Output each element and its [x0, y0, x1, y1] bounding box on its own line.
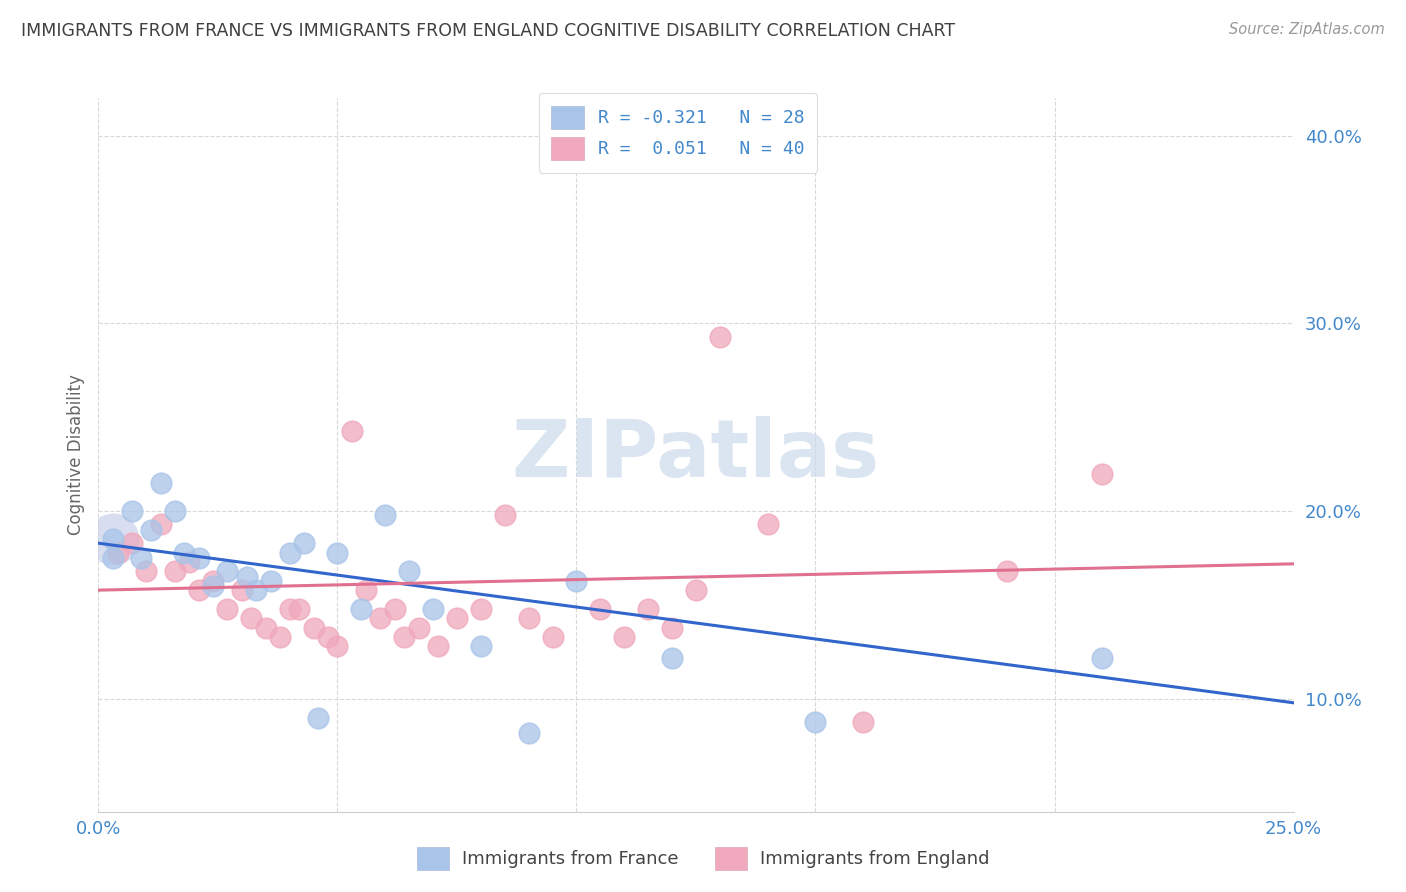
- Point: [756, 517, 779, 532]
- Point: [613, 630, 636, 644]
- Point: [278, 545, 301, 559]
- Point: [398, 565, 420, 579]
- Point: [408, 621, 430, 635]
- Point: [107, 545, 129, 559]
- Point: [394, 630, 416, 644]
- Point: [231, 583, 253, 598]
- Point: [1091, 650, 1114, 665]
- Point: [173, 545, 195, 559]
- Point: [541, 630, 564, 644]
- Legend: Immigrants from France, Immigrants from England: Immigrants from France, Immigrants from …: [408, 838, 998, 880]
- Point: [661, 621, 683, 635]
- Point: [685, 583, 707, 598]
- Point: [245, 583, 267, 598]
- Point: [254, 621, 277, 635]
- Point: [517, 726, 540, 740]
- Point: [350, 602, 373, 616]
- Point: [470, 602, 492, 616]
- Point: [101, 533, 124, 547]
- Legend: R = -0.321   N = 28, R =  0.051   N = 40: R = -0.321 N = 28, R = 0.051 N = 40: [538, 93, 817, 173]
- Point: [163, 504, 186, 518]
- Point: [517, 611, 540, 625]
- Point: [288, 602, 311, 616]
- Point: [269, 630, 291, 644]
- Point: [139, 523, 162, 537]
- Point: [326, 640, 349, 654]
- Point: [179, 555, 201, 569]
- Point: [163, 565, 186, 579]
- Y-axis label: Cognitive Disability: Cognitive Disability: [66, 375, 84, 535]
- Point: [217, 565, 239, 579]
- Point: [240, 611, 263, 625]
- Point: [340, 424, 363, 438]
- Point: [370, 611, 392, 625]
- Point: [131, 551, 153, 566]
- Point: [354, 583, 377, 598]
- Point: [235, 570, 257, 584]
- Point: [101, 533, 124, 547]
- Point: [259, 574, 281, 588]
- Point: [589, 602, 612, 616]
- Point: [101, 551, 124, 566]
- Point: [661, 650, 683, 665]
- Point: [187, 583, 209, 598]
- Point: [709, 329, 731, 343]
- Point: [446, 611, 468, 625]
- Text: IMMIGRANTS FROM FRANCE VS IMMIGRANTS FROM ENGLAND COGNITIVE DISABILITY CORRELATI: IMMIGRANTS FROM FRANCE VS IMMIGRANTS FRO…: [21, 22, 955, 40]
- Point: [316, 630, 339, 644]
- Point: [202, 579, 225, 593]
- Point: [149, 476, 172, 491]
- Point: [135, 565, 157, 579]
- Point: [852, 714, 875, 729]
- Point: [995, 565, 1018, 579]
- Point: [637, 602, 659, 616]
- Point: [292, 536, 315, 550]
- Point: [494, 508, 516, 522]
- Point: [326, 545, 349, 559]
- Point: [565, 574, 588, 588]
- Point: [121, 504, 143, 518]
- Point: [149, 517, 172, 532]
- Point: [121, 536, 143, 550]
- Point: [426, 640, 449, 654]
- Point: [202, 574, 225, 588]
- Point: [422, 602, 444, 616]
- Point: [384, 602, 406, 616]
- Point: [374, 508, 396, 522]
- Point: [278, 602, 301, 616]
- Point: [804, 714, 827, 729]
- Point: [470, 640, 492, 654]
- Point: [187, 551, 209, 566]
- Point: [302, 621, 325, 635]
- Text: ZIPatlas: ZIPatlas: [512, 416, 880, 494]
- Text: Source: ZipAtlas.com: Source: ZipAtlas.com: [1229, 22, 1385, 37]
- Point: [307, 711, 329, 725]
- Point: [1091, 467, 1114, 481]
- Point: [217, 602, 239, 616]
